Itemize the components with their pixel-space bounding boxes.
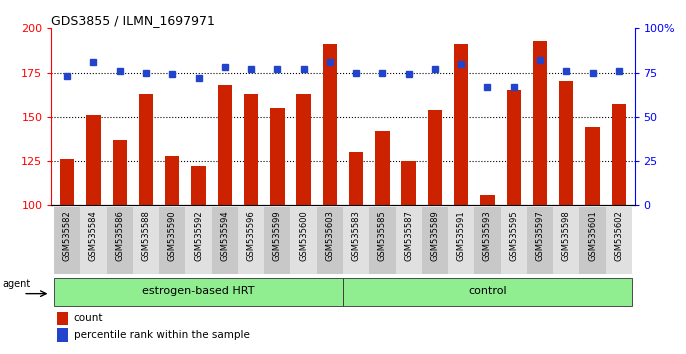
Text: GSM535589: GSM535589: [430, 210, 440, 261]
Bar: [501, 207, 527, 274]
Text: GSM535588: GSM535588: [141, 210, 150, 261]
Text: percentile rank within the sample: percentile rank within the sample: [73, 330, 250, 340]
Bar: [133, 207, 159, 274]
Text: GSM535598: GSM535598: [562, 210, 571, 261]
Bar: [212, 207, 238, 274]
Bar: [611, 104, 626, 205]
Bar: [191, 166, 206, 205]
Bar: [159, 207, 185, 274]
Bar: [244, 94, 259, 205]
Text: GSM535596: GSM535596: [246, 210, 256, 261]
Text: GSM535591: GSM535591: [457, 210, 466, 261]
Bar: [553, 207, 580, 274]
Bar: [57, 312, 68, 325]
Bar: [296, 94, 311, 205]
Text: GDS3855 / ILMN_1697971: GDS3855 / ILMN_1697971: [51, 14, 215, 27]
Bar: [396, 207, 422, 274]
Text: GSM535592: GSM535592: [194, 210, 203, 261]
Bar: [54, 207, 80, 274]
Bar: [369, 207, 396, 274]
Bar: [343, 207, 369, 274]
Bar: [506, 90, 521, 205]
Bar: [427, 110, 442, 205]
Text: GSM535602: GSM535602: [614, 210, 624, 261]
Text: GSM535584: GSM535584: [89, 210, 98, 261]
Text: estrogen-based HRT: estrogen-based HRT: [142, 286, 255, 296]
Text: count: count: [73, 313, 103, 323]
Bar: [185, 207, 212, 274]
Bar: [527, 207, 553, 274]
Bar: [217, 85, 232, 205]
Bar: [238, 207, 264, 274]
Text: control: control: [468, 286, 507, 296]
Bar: [606, 207, 632, 274]
Text: GSM535586: GSM535586: [115, 210, 124, 261]
Text: GSM535597: GSM535597: [536, 210, 545, 261]
Bar: [270, 108, 285, 205]
Bar: [80, 207, 106, 274]
Bar: [474, 207, 501, 274]
Text: GSM535587: GSM535587: [404, 210, 413, 261]
Text: GSM535599: GSM535599: [273, 210, 282, 261]
Bar: [322, 44, 337, 205]
Text: GSM535585: GSM535585: [378, 210, 387, 261]
Text: GSM535595: GSM535595: [509, 210, 518, 261]
Bar: [454, 44, 469, 205]
Text: GSM535600: GSM535600: [299, 210, 308, 261]
Text: GSM535590: GSM535590: [168, 210, 177, 261]
Bar: [57, 328, 68, 342]
Bar: [54, 278, 343, 307]
Bar: [480, 195, 495, 205]
Bar: [375, 131, 390, 205]
Bar: [580, 207, 606, 274]
Bar: [86, 115, 101, 205]
Bar: [264, 207, 290, 274]
Text: GSM535582: GSM535582: [62, 210, 72, 261]
Text: GSM535594: GSM535594: [220, 210, 229, 261]
Text: GSM535593: GSM535593: [483, 210, 492, 261]
Bar: [106, 207, 133, 274]
Bar: [533, 41, 547, 205]
Text: GSM535583: GSM535583: [352, 210, 361, 261]
Text: GSM535601: GSM535601: [588, 210, 597, 261]
Bar: [113, 140, 127, 205]
Bar: [422, 207, 448, 274]
Text: agent: agent: [3, 279, 31, 289]
Bar: [559, 81, 573, 205]
Bar: [349, 152, 364, 205]
Text: GSM535603: GSM535603: [325, 210, 334, 261]
Bar: [585, 127, 600, 205]
Bar: [290, 207, 317, 274]
Bar: [139, 94, 153, 205]
Bar: [448, 207, 474, 274]
Bar: [60, 159, 75, 205]
Bar: [317, 207, 343, 274]
Bar: [401, 161, 416, 205]
Bar: [165, 156, 180, 205]
Bar: [343, 278, 632, 307]
